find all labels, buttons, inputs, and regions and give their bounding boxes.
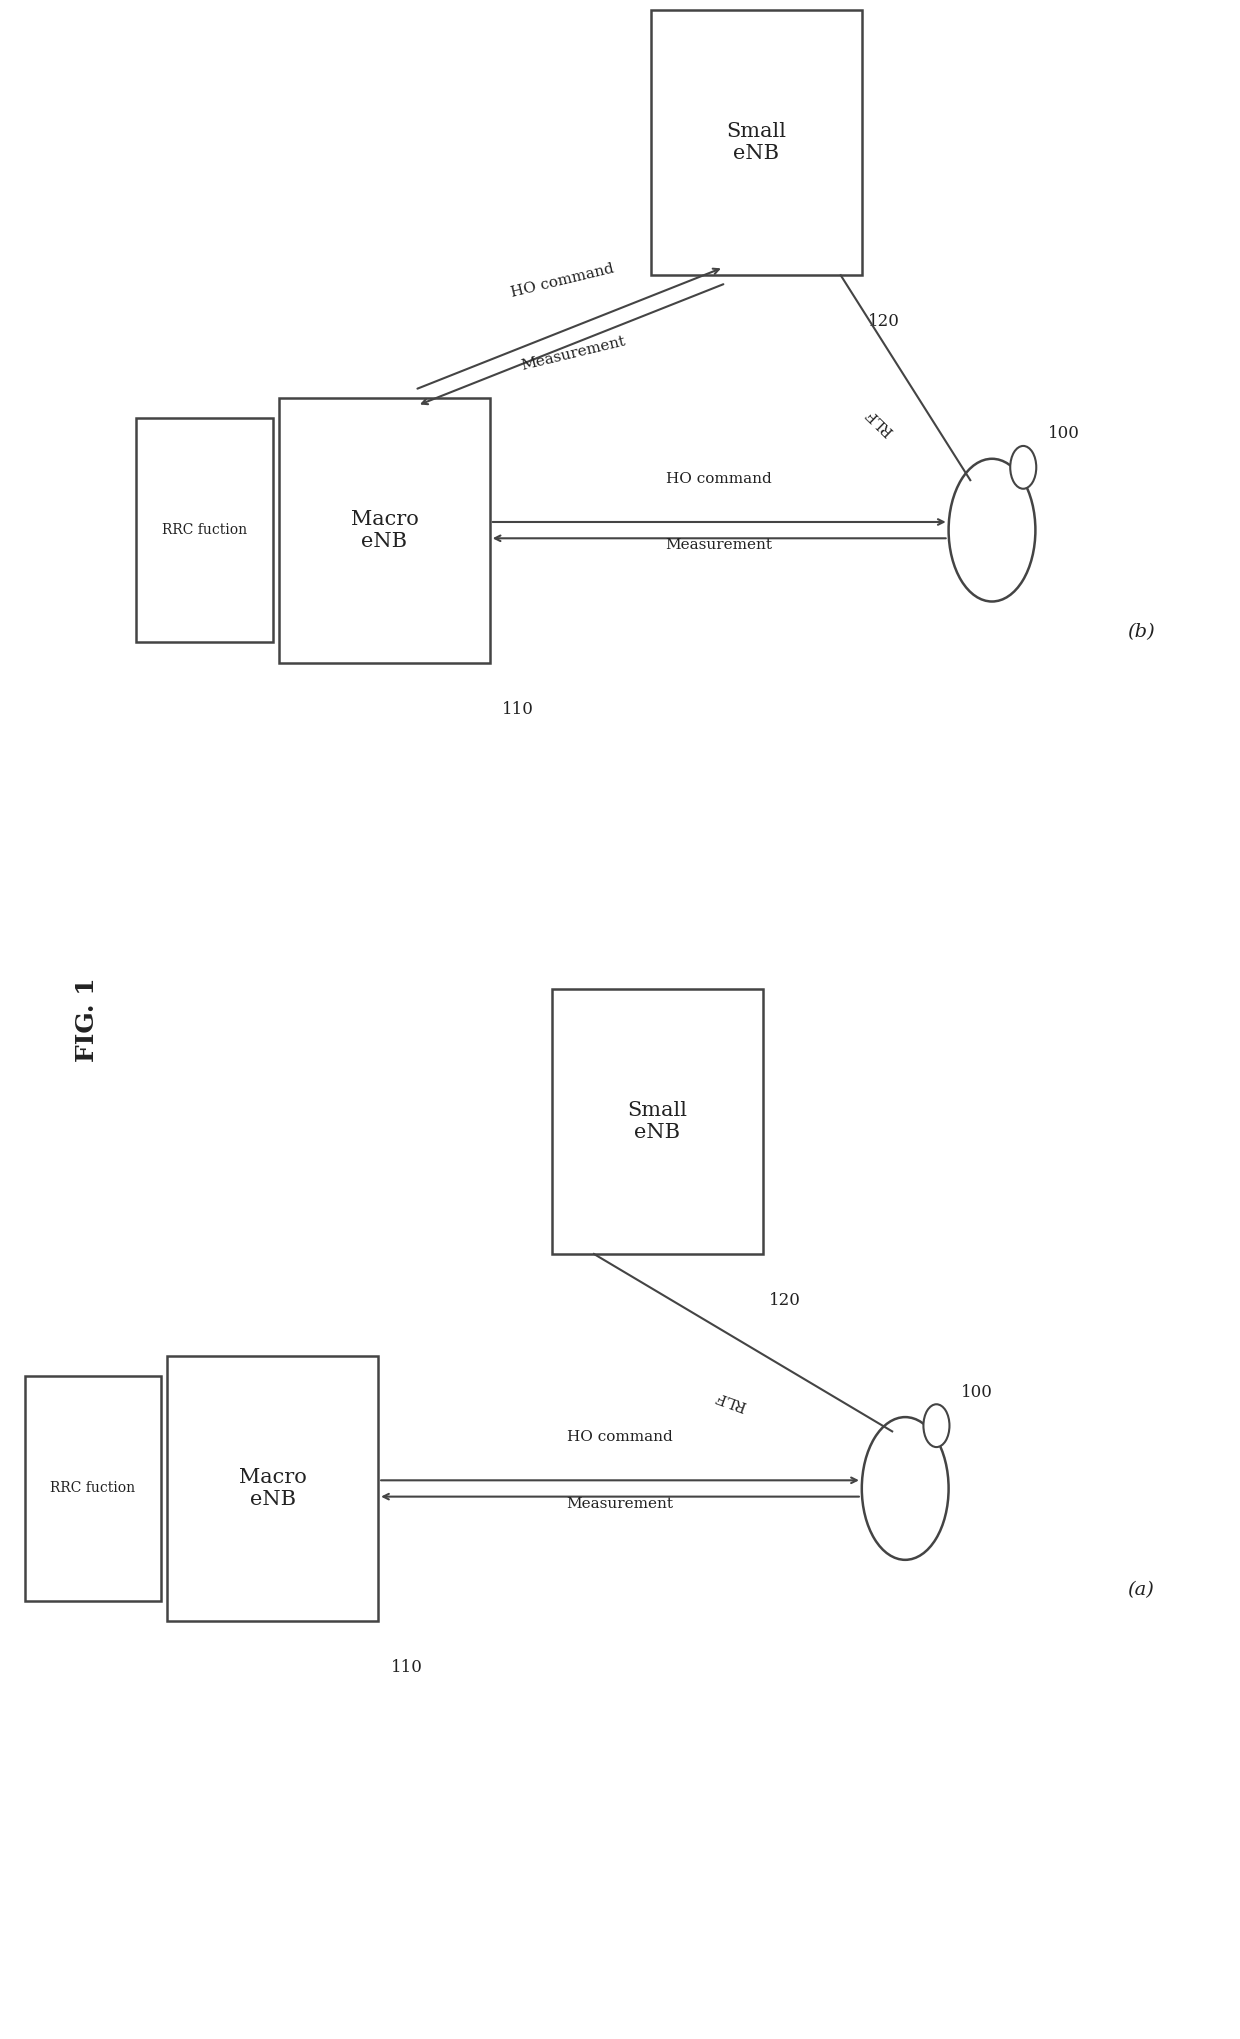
Text: 120: 120 (769, 1293, 801, 1309)
Text: RLF: RLF (863, 406, 897, 438)
Text: RRC fuction: RRC fuction (51, 1482, 135, 1495)
Text: Small
eNB: Small eNB (727, 122, 786, 163)
Text: Measurement: Measurement (666, 538, 773, 553)
Text: 100: 100 (1048, 426, 1080, 442)
FancyBboxPatch shape (279, 398, 490, 663)
Text: 120: 120 (868, 314, 900, 330)
Circle shape (1011, 447, 1037, 489)
Text: 110: 110 (502, 701, 534, 718)
Text: Macro
eNB: Macro eNB (351, 510, 418, 551)
Circle shape (862, 1417, 949, 1560)
FancyBboxPatch shape (25, 1376, 161, 1601)
Text: HO command: HO command (567, 1431, 673, 1444)
Circle shape (949, 459, 1035, 602)
Text: (a): (a) (1127, 1582, 1154, 1599)
Text: HO command: HO command (666, 473, 773, 485)
FancyBboxPatch shape (552, 989, 763, 1254)
Text: 100: 100 (961, 1384, 993, 1401)
Text: FIG. 1: FIG. 1 (74, 977, 99, 1062)
Text: 110: 110 (391, 1660, 423, 1676)
FancyBboxPatch shape (167, 1356, 378, 1621)
FancyBboxPatch shape (651, 10, 862, 275)
Text: Small
eNB: Small eNB (627, 1101, 687, 1142)
FancyBboxPatch shape (136, 418, 273, 642)
Text: RLF: RLF (713, 1389, 748, 1413)
Circle shape (924, 1405, 950, 1448)
Text: Macro
eNB: Macro eNB (239, 1468, 306, 1509)
Text: Measurement: Measurement (520, 334, 626, 373)
Text: (b): (b) (1127, 624, 1154, 640)
Text: Measurement: Measurement (567, 1497, 673, 1511)
Text: RRC fuction: RRC fuction (162, 524, 247, 536)
Text: HO command: HO command (510, 261, 615, 300)
